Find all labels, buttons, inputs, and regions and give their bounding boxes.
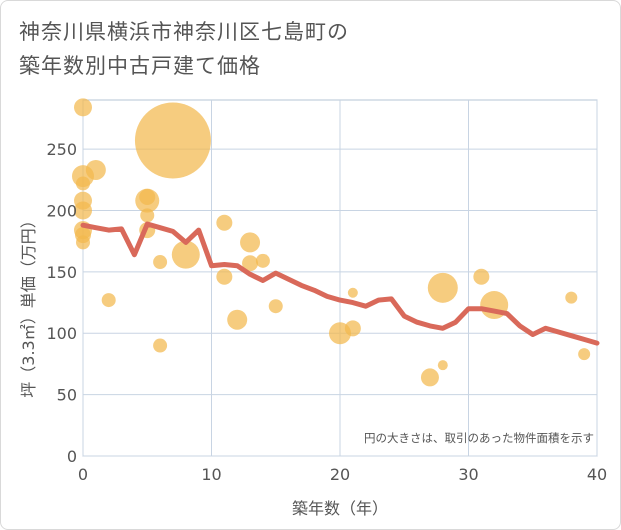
chart-title: 神奈川県横浜市神奈川区七島町の 築年数別中古戸建て価格 (19, 15, 349, 83)
bubble-point (420, 368, 439, 387)
bubble-point (565, 291, 578, 304)
bubble-point (268, 299, 283, 314)
bubble-point (240, 232, 261, 253)
x-tick-label: 40 (587, 465, 607, 484)
bubble-point (76, 235, 90, 250)
bubble-point (171, 240, 200, 269)
bubble-point (74, 201, 92, 220)
y-tick-label: 0 (67, 447, 77, 466)
bubble-point (255, 253, 270, 268)
y-tick-label: 250 (46, 140, 77, 159)
y-tick-label: 150 (46, 263, 77, 282)
x-axis-label: 築年数（年） (292, 499, 388, 518)
bubble-point (578, 348, 591, 361)
bubble-point (153, 338, 168, 353)
bubble-point (242, 255, 259, 272)
tick-layer: 0 10 20 30 40 0 50 100 150 200 250 (46, 140, 607, 484)
bubble-point (227, 309, 248, 330)
x-tick-label: 0 (78, 465, 88, 484)
bubble-point (427, 272, 458, 303)
bubble-point (76, 176, 90, 191)
chart-title-line1: 神奈川県横浜市神奈川区七島町の (19, 20, 349, 44)
bubble-point (140, 208, 155, 223)
bubble-point (216, 268, 233, 285)
y-tick-label: 200 (46, 201, 77, 220)
bubble-point (216, 214, 233, 231)
bubble-point (473, 268, 490, 285)
x-tick-label: 10 (201, 465, 221, 484)
x-tick-label: 20 (330, 465, 350, 484)
bubble-point (85, 159, 106, 180)
bubble-point (344, 320, 361, 337)
bubble-point (134, 102, 211, 179)
bubble-point (153, 255, 168, 270)
average-price-line (80, 221, 600, 346)
chart-title-line2: 築年数別中古戸建て価格 (19, 54, 261, 78)
bubble-layer (72, 98, 591, 387)
y-tick-label: 50 (57, 386, 77, 405)
y-tick-label: 100 (46, 324, 77, 343)
bubble-point (74, 98, 92, 117)
bubble-point (101, 293, 116, 308)
y-axis-label: 坪（3.3㎡）単価（万円） (19, 212, 38, 397)
bubble-point (347, 287, 358, 298)
bubble-point (437, 360, 448, 371)
bubble-size-note: 円の大きさは、取引のあった物件面積を示す (364, 431, 594, 445)
x-tick-label: 30 (458, 465, 478, 484)
trend-line-layer (80, 221, 600, 346)
bubble-point (139, 188, 156, 205)
